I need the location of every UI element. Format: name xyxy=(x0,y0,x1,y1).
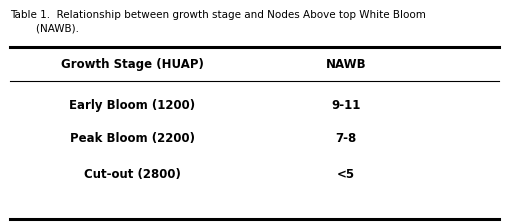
Text: Table 1.  Relationship between growth stage and Nodes Above top White Bloom: Table 1. Relationship between growth sta… xyxy=(10,10,426,20)
Text: NAWB: NAWB xyxy=(326,58,366,71)
Text: 9-11: 9-11 xyxy=(331,99,361,112)
Text: Cut-out (2800): Cut-out (2800) xyxy=(84,168,181,181)
Text: Early Bloom (1200): Early Bloom (1200) xyxy=(69,99,195,112)
Text: <5: <5 xyxy=(337,168,355,181)
Text: 7-8: 7-8 xyxy=(335,132,357,145)
Text: (NAWB).: (NAWB). xyxy=(10,24,79,34)
Text: Growth Stage (HUAP): Growth Stage (HUAP) xyxy=(61,58,204,71)
Text: Peak Bloom (2200): Peak Bloom (2200) xyxy=(70,132,195,145)
